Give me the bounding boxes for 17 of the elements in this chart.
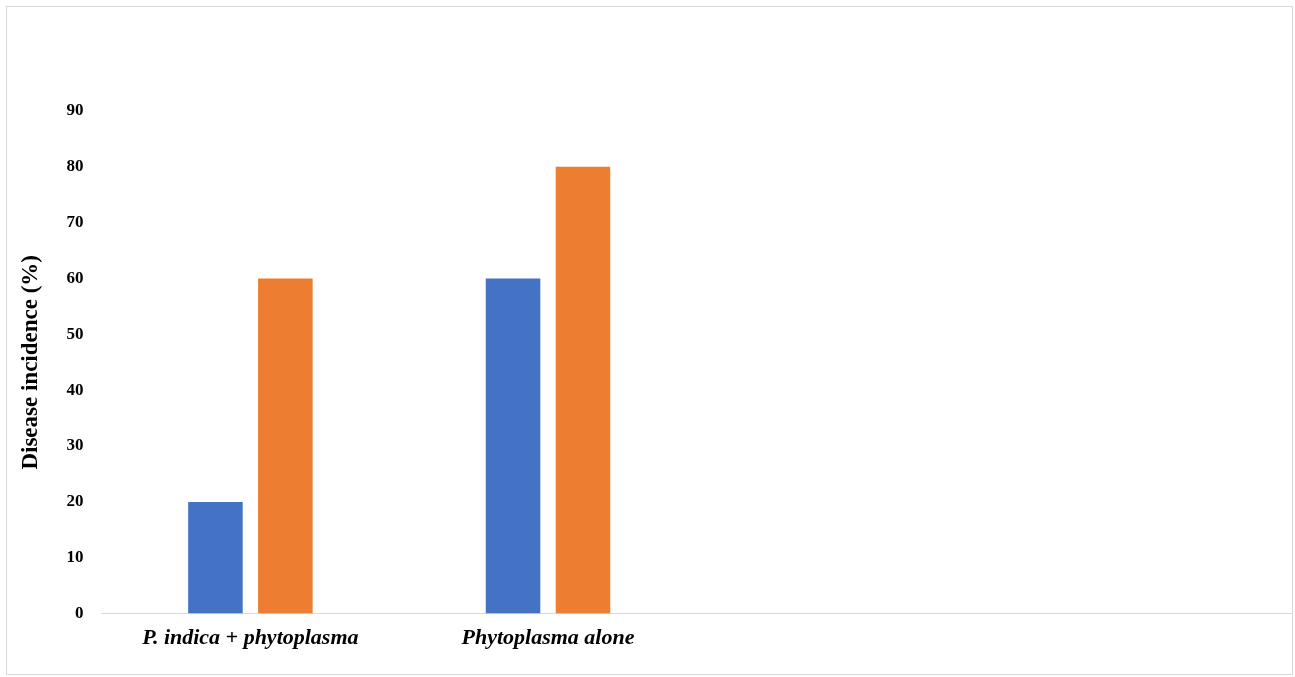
bar <box>485 278 541 614</box>
y-tick-label: 90 <box>66 100 84 120</box>
bar <box>555 166 611 614</box>
y-axis-title: Disease incidence (%) <box>16 254 42 470</box>
y-tick-label: 0 <box>75 602 84 622</box>
x-tick-label: Phytoplasma alone <box>460 624 635 650</box>
y-tick-label: 80 <box>66 156 84 176</box>
bar <box>188 501 243 614</box>
y-tick-label: 10 <box>66 547 84 567</box>
y-tick-label: 40 <box>66 379 84 399</box>
y-tick-label: 50 <box>66 323 84 343</box>
bar <box>258 278 313 614</box>
y-tick-label: 70 <box>66 212 84 232</box>
y-tick-label: 20 <box>66 491 84 511</box>
y-tick-label: 60 <box>66 267 84 287</box>
x-tick-label: P. indica + phytoplasma <box>141 624 359 650</box>
y-tick-label: 30 <box>66 435 84 455</box>
